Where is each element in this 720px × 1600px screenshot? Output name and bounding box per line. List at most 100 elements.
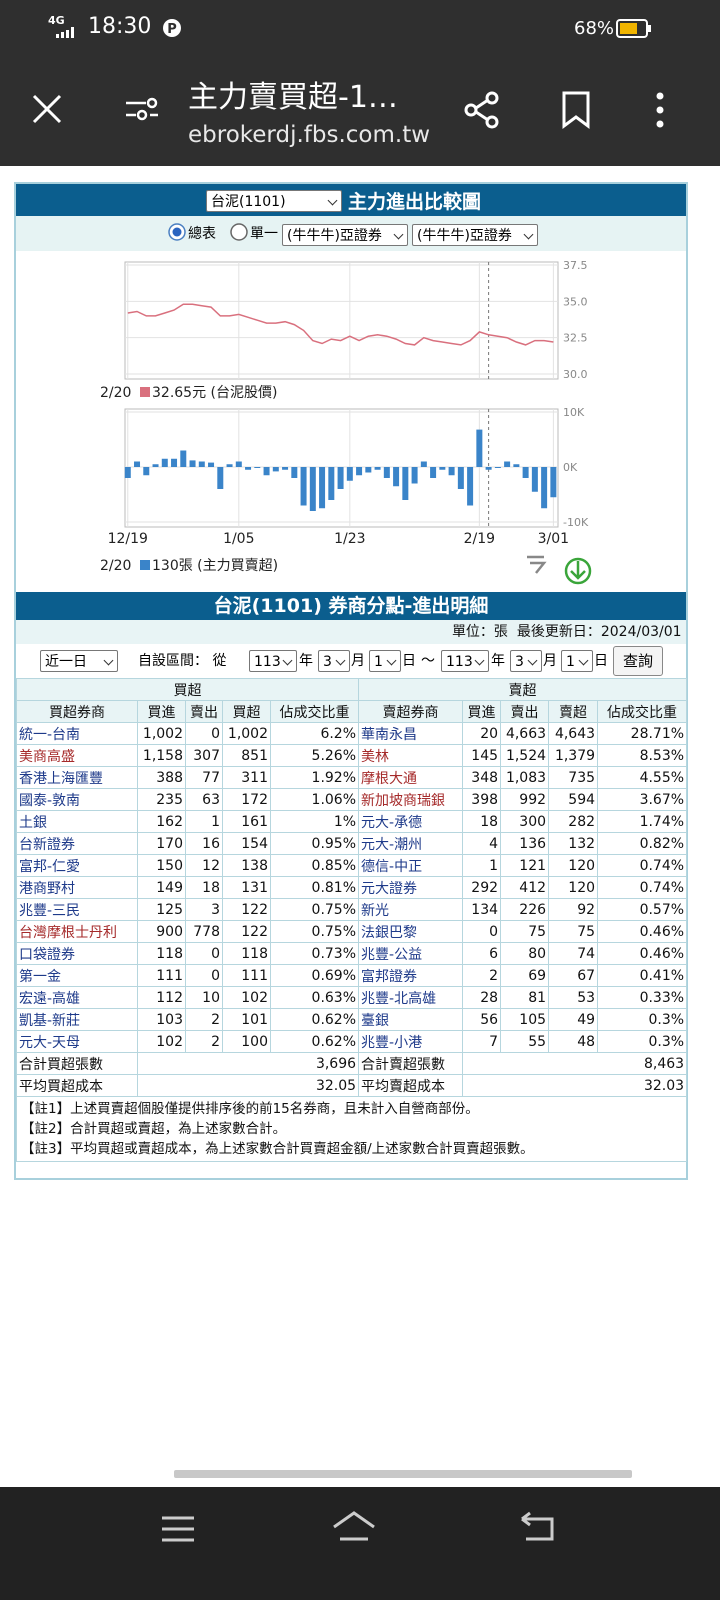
cell-value: 300 [500,810,550,833]
legend-text: 32.65元 (台泥股價) [152,384,277,401]
cell-value: 992 [500,788,550,811]
back-button[interactable] [518,1511,558,1543]
stock-select[interactable]: 台泥(1101) [206,190,342,212]
plot-frame [124,261,559,380]
cell-value: 348 [462,766,502,789]
unit-text: 單位：張 [451,624,508,640]
volume-bar [485,467,492,470]
range-label: 自設區間： 從 [138,653,227,669]
note: 【註1】上述買賣超個股僅提供排序後的前15名券商，且未計入自營商部份。 [21,1101,479,1117]
year-select[interactable]: 113 [249,650,297,672]
volume-bar [402,467,409,500]
volume-bar [291,467,298,478]
volume-bar [161,458,168,467]
radio-single[interactable] [229,222,249,242]
broker-name: 富邦證券 [358,964,464,987]
broker-select[interactable]: (牛牛牛)亞證券 [282,224,408,246]
signal-icon [56,27,74,38]
broker-name: 統一-台南 [16,722,138,745]
legend-swatch [140,387,150,397]
day-select[interactable]: 1 [369,650,401,672]
group-label: 買超 [15,678,360,701]
volume-bar [365,467,372,473]
volume-bar [383,467,390,478]
cell-value: 121 [500,854,550,877]
page-title: 主力賣買超-1… [188,80,398,115]
y-tick-label: 0K [563,461,578,474]
total-label: 合計買超張數 [16,1052,138,1075]
close-button[interactable] [30,92,64,126]
y-tick-label: 32.5 [563,332,588,345]
cell-value: 8.53% [597,744,688,767]
broker-name: 凱基-新莊 [16,1008,138,1031]
broker-select[interactable]: (牛牛牛)亞證券 [412,224,538,246]
month-select[interactable]: 3 [318,650,350,672]
total-label: 平均買超成本 [16,1074,138,1097]
broker-name: 富邦-仁愛 [16,854,138,877]
y-tick-label: 10K [563,406,585,419]
volume-bar [476,429,483,467]
settings-button[interactable] [124,94,160,124]
cell-value: 4,663 [500,722,550,745]
broker-row: 土銀 162 1 161 1% 元大-承德 18 300 282 1.74% [16,810,688,833]
broker-name: 台灣摩根士丹利 [16,920,138,943]
tilde: ～ [421,653,435,669]
radio-total[interactable] [167,222,187,242]
cell-value: 69 [500,964,550,987]
broker-row: 第一金 111 0 111 0.69% 富邦證券 2 69 67 0.41% [16,964,688,987]
x-tick-label: 1/05 [223,531,254,547]
volume-bar [494,467,501,468]
cell-value: 1,379 [548,744,599,767]
volume-bar [217,467,224,489]
broker-row: 凱基-新莊 103 2 101 0.62% 臺銀 56 105 49 0.3% [16,1008,688,1031]
home-button[interactable] [330,1509,378,1545]
volume-bar [189,460,196,467]
month-select[interactable]: 3 [510,650,542,672]
note: 【註2】合計買超或賣超，為上述家數合計。 [21,1121,287,1137]
total-row: 平均買超成本 32.05 平均賣超成本 32.03 [16,1074,688,1097]
volume-bar [420,461,427,467]
cell-value: 3.67% [597,788,688,811]
bookmark-button[interactable] [560,90,594,130]
cell-value: 1,524 [500,744,550,767]
cell-value: 111 [137,964,186,987]
download-icon[interactable] [563,556,593,586]
cell-value: 1% [269,810,360,833]
drawing-icon[interactable] [524,552,548,576]
detail-title: 台泥(1101) 券商分點-進出明細 [16,592,686,620]
radio-label: 總表 [188,226,216,242]
unit-label: 月 [543,653,557,669]
share-button[interactable] [462,90,502,130]
column-label: 買進 [137,700,186,723]
volume-bar [263,467,270,476]
day-select[interactable]: 1 [561,650,593,672]
y-tick-label: 37.5 [563,259,588,272]
column-label: 賣超 [548,700,599,723]
query-button[interactable]: 查詢 [613,646,663,676]
cell-value: 28.71% [597,722,688,745]
volume-bar [541,467,548,509]
legend-text: 130張 (主力買賣超) [152,558,278,574]
x-tick-label: 12/19 [108,531,148,547]
broker-row: 美商高盛 1,158 307 851 5.26% 美林 145 1,524 1,379 8.53% [16,744,688,767]
period-select[interactable]: 近一日 [40,650,118,672]
broker-row: 口袋證券 118 0 118 0.73% 兆豐-公益 6 80 74 0.46% [16,942,688,965]
nav-bar [0,1487,720,1600]
detail-info: 單位：張 最後更新日：2024/03/01 [16,620,686,644]
svg-text:P: P [167,22,177,37]
broker-row: 台新證券 170 16 154 0.95% 元大-潮州 4 136 132 0.82% [16,832,688,855]
cell-value: 170 [137,832,186,855]
year-select[interactable]: 113 [441,650,489,672]
cell-value: 0.69% [269,964,360,987]
cell-value: 10 [185,986,223,1009]
recent-apps-button[interactable] [160,1515,196,1543]
volume-bar [356,467,363,476]
column-label: 佔成交比重 [597,700,688,723]
x-tick-label: 1/23 [334,531,365,547]
scrollbar [174,1470,632,1478]
notes-row: 【註1】上述買賣超個股僅提供排序後的前15名券商，且未計入自營商部份。 【註2】合… [15,1096,688,1162]
x-tick-label: 3/01 [538,531,569,547]
menu-button[interactable] [650,90,670,130]
cell-value: 145 [462,744,502,767]
